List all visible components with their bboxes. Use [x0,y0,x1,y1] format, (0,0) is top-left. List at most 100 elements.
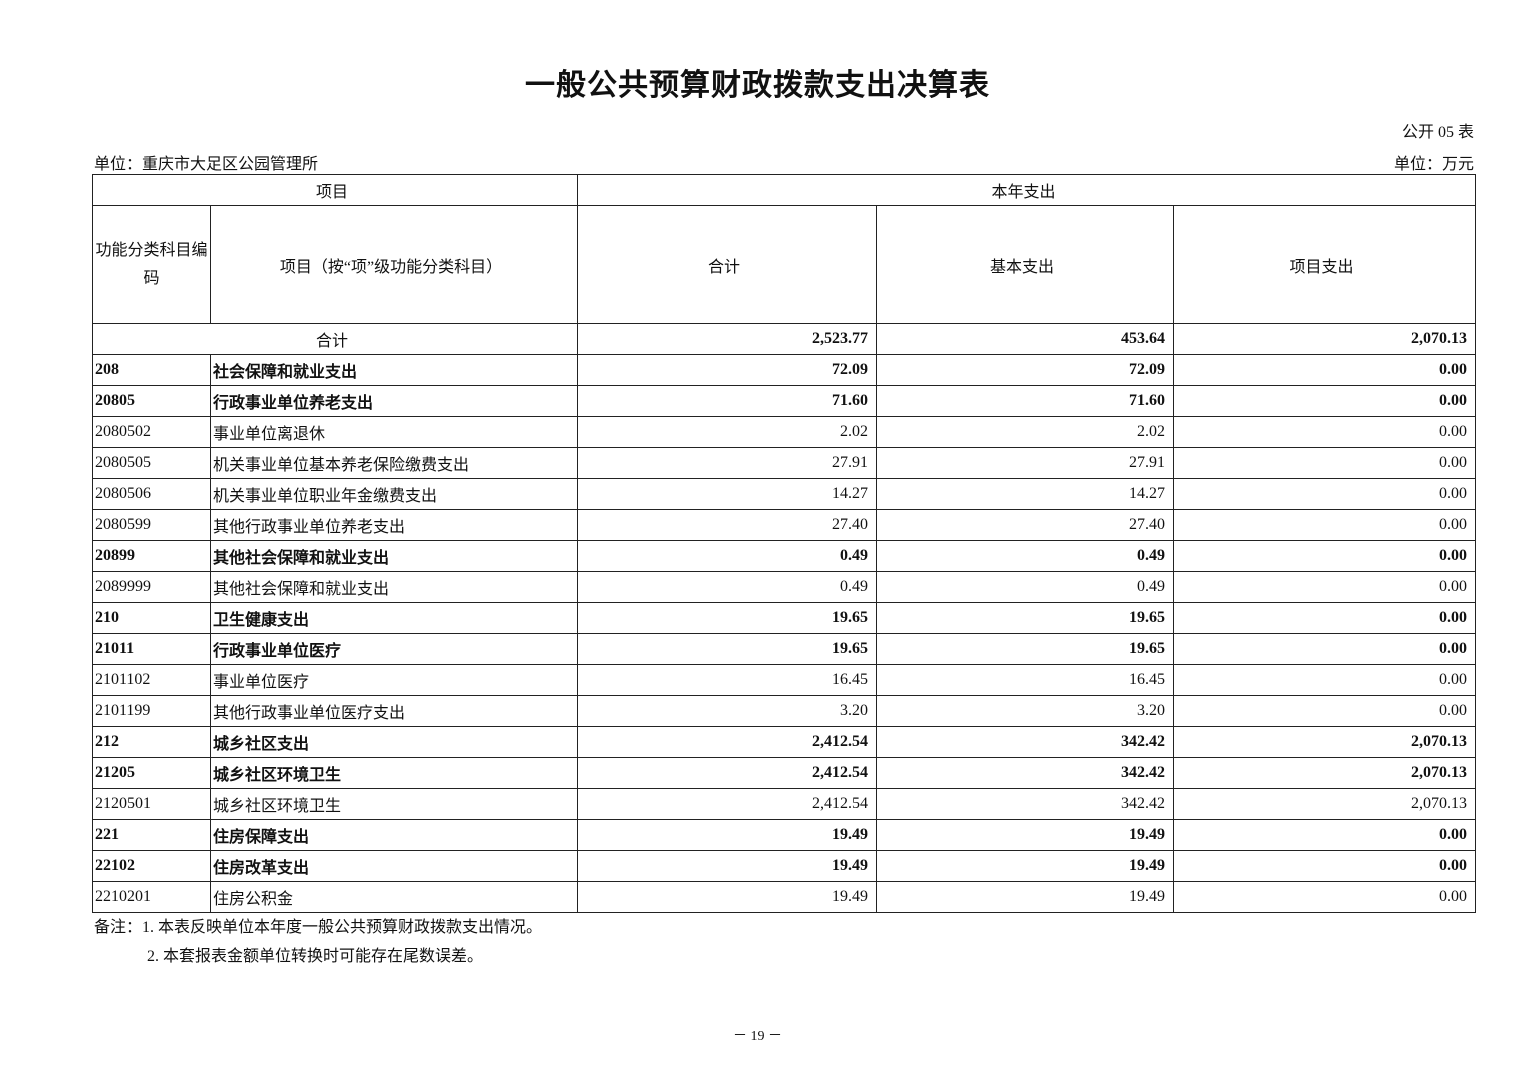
cell-project: 0.00 [1173,540,1477,572]
cell-name: 住房保障支出 [209,819,579,851]
cell-total: 72.09 [577,354,878,386]
total-project: 2,070.13 [1173,323,1477,355]
cell-basic: 19.65 [876,633,1175,665]
header-current-year: 本年支出 [577,174,1477,206]
form-number: 公开 05 表 [1401,124,1474,141]
cell-name: 行政事业单位医疗 [209,633,579,665]
cell-code: 2080506 [92,478,211,510]
cell-project: 0.00 [1173,447,1477,479]
header-code: 功能分类科目编码 [92,205,211,324]
cell-name: 事业单位医疗 [209,664,579,696]
total-basic: 453.64 [876,323,1175,355]
note-1: 备注：1. 本表反映单位本年度一般公共预算财政拨款支出情况。 [94,919,543,936]
cell-code: 20899 [92,540,211,572]
cell-total: 0.49 [577,540,878,572]
cell-basic: 27.91 [876,447,1175,479]
cell-project: 0.00 [1173,571,1477,603]
cell-total: 19.49 [577,881,878,913]
table-row: 2080506 机关事业单位职业年金缴费支出 14.27 14.27 0.00 [92,478,1477,510]
header-project: 项目支出 [1173,205,1477,324]
cell-code: 2080502 [92,416,211,448]
cell-project: 0.00 [1173,850,1477,882]
cell-total: 19.65 [577,633,878,665]
table-row: 2080502 事业单位离退休 2.02 2.02 0.00 [92,416,1477,448]
cell-basic: 19.49 [876,819,1175,851]
cell-total: 16.45 [577,664,878,696]
cell-project: 0.00 [1173,633,1477,665]
cell-code: 2089999 [92,571,211,603]
cell-name: 机关事业单位职业年金缴费支出 [209,478,579,510]
cell-total: 71.60 [577,385,878,417]
cell-total: 0.49 [577,571,878,603]
cell-name: 社会保障和就业支出 [209,354,579,386]
cell-project: 0.00 [1173,354,1477,386]
total-row: 合计 2,523.77 453.64 2,070.13 [91,323,1477,355]
cell-basic: 19.65 [876,602,1175,634]
cell-basic: 16.45 [876,664,1175,696]
table-row: 20899 其他社会保障和就业支出 0.49 0.49 0.00 [92,540,1477,572]
cell-project: 0.00 [1173,881,1477,913]
cell-basic: 72.09 [876,354,1175,386]
table-row: 2210201 住房公积金 19.49 19.49 0.00 [92,881,1477,913]
expenditure-table: 项目 本年支出 功能分类科目编码 项目（按“项”级功能分类科目） 合计 基本支出… [91,174,1477,913]
table-row: 22102 住房改革支出 19.49 19.49 0.00 [92,850,1477,882]
cell-code: 2120501 [92,788,211,820]
cell-name: 住房改革支出 [209,850,579,882]
cell-basic: 342.42 [876,757,1175,789]
cell-code: 210 [92,602,211,634]
cell-total: 19.49 [577,850,878,882]
cell-basic: 27.40 [876,509,1175,541]
cell-total: 2.02 [577,416,878,448]
cell-project: 0.00 [1173,385,1477,417]
table-row: 21011 行政事业单位医疗 19.65 19.65 0.00 [92,633,1477,665]
cell-code: 2101199 [92,695,211,727]
cell-code: 2080505 [92,447,211,479]
cell-project: 0.00 [1173,416,1477,448]
cell-total: 14.27 [577,478,878,510]
cell-basic: 342.42 [876,788,1175,820]
cell-project: 2,070.13 [1173,788,1477,820]
header-total: 合计 [577,205,878,324]
cell-basic: 19.49 [876,881,1175,913]
table-row: 2080505 机关事业单位基本养老保险缴费支出 27.91 27.91 0.00 [92,447,1477,479]
cell-total: 3.20 [577,695,878,727]
table-row: 212 城乡社区支出 2,412.54 342.42 2,070.13 [92,726,1477,758]
cell-total: 27.40 [577,509,878,541]
table-row: 210 卫生健康支出 19.65 19.65 0.00 [92,602,1477,634]
cell-basic: 3.20 [876,695,1175,727]
cell-project: 0.00 [1173,819,1477,851]
page-number: － 19 － [733,1029,782,1044]
notes: 备注：1. 本表反映单位本年度一般公共预算财政拨款支出情况。 2. 本套报表金额… [94,913,542,971]
cell-project: 0.00 [1173,602,1477,634]
cell-name: 城乡社区环境卫生 [209,788,579,820]
table-row: 2120501 城乡社区环境卫生 2,412.54 342.42 2,070.13 [92,788,1477,820]
cell-project: 2,070.13 [1173,757,1477,789]
cell-code: 2080599 [92,509,211,541]
cell-name: 其他行政事业单位医疗支出 [209,695,579,727]
cell-name: 城乡社区环境卫生 [209,757,579,789]
cell-code: 20805 [92,385,211,417]
cell-total: 19.49 [577,819,878,851]
cell-name: 其他行政事业单位养老支出 [209,509,579,541]
cell-project: 0.00 [1173,478,1477,510]
cell-total: 2,412.54 [577,757,878,789]
table-row: 208 社会保障和就业支出 72.09 72.09 0.00 [92,354,1477,386]
page-title: 一般公共预算财政拨款支出决算表 [525,69,990,102]
table-row: 20805 行政事业单位养老支出 71.60 71.60 0.00 [92,385,1477,417]
header-basic: 基本支出 [876,205,1175,324]
cell-project: 0.00 [1173,509,1477,541]
table-row: 2080599 其他行政事业单位养老支出 27.40 27.40 0.00 [92,509,1477,541]
cell-basic: 19.49 [876,850,1175,882]
cell-code: 208 [92,354,211,386]
table-row: 2101199 其他行政事业单位医疗支出 3.20 3.20 0.00 [92,695,1477,727]
cell-basic: 2.02 [876,416,1175,448]
total-total: 2,523.77 [577,323,878,355]
cell-total: 2,412.54 [577,726,878,758]
table-row: 2089999 其他社会保障和就业支出 0.49 0.49 0.00 [92,571,1477,603]
cell-basic: 342.42 [876,726,1175,758]
cell-name: 机关事业单位基本养老保险缴费支出 [209,447,579,479]
cell-code: 221 [92,819,211,851]
cell-code: 2101102 [92,664,211,696]
cell-basic: 0.49 [876,540,1175,572]
unit-organization: 单位：重庆市大足区公园管理所 [94,156,319,173]
